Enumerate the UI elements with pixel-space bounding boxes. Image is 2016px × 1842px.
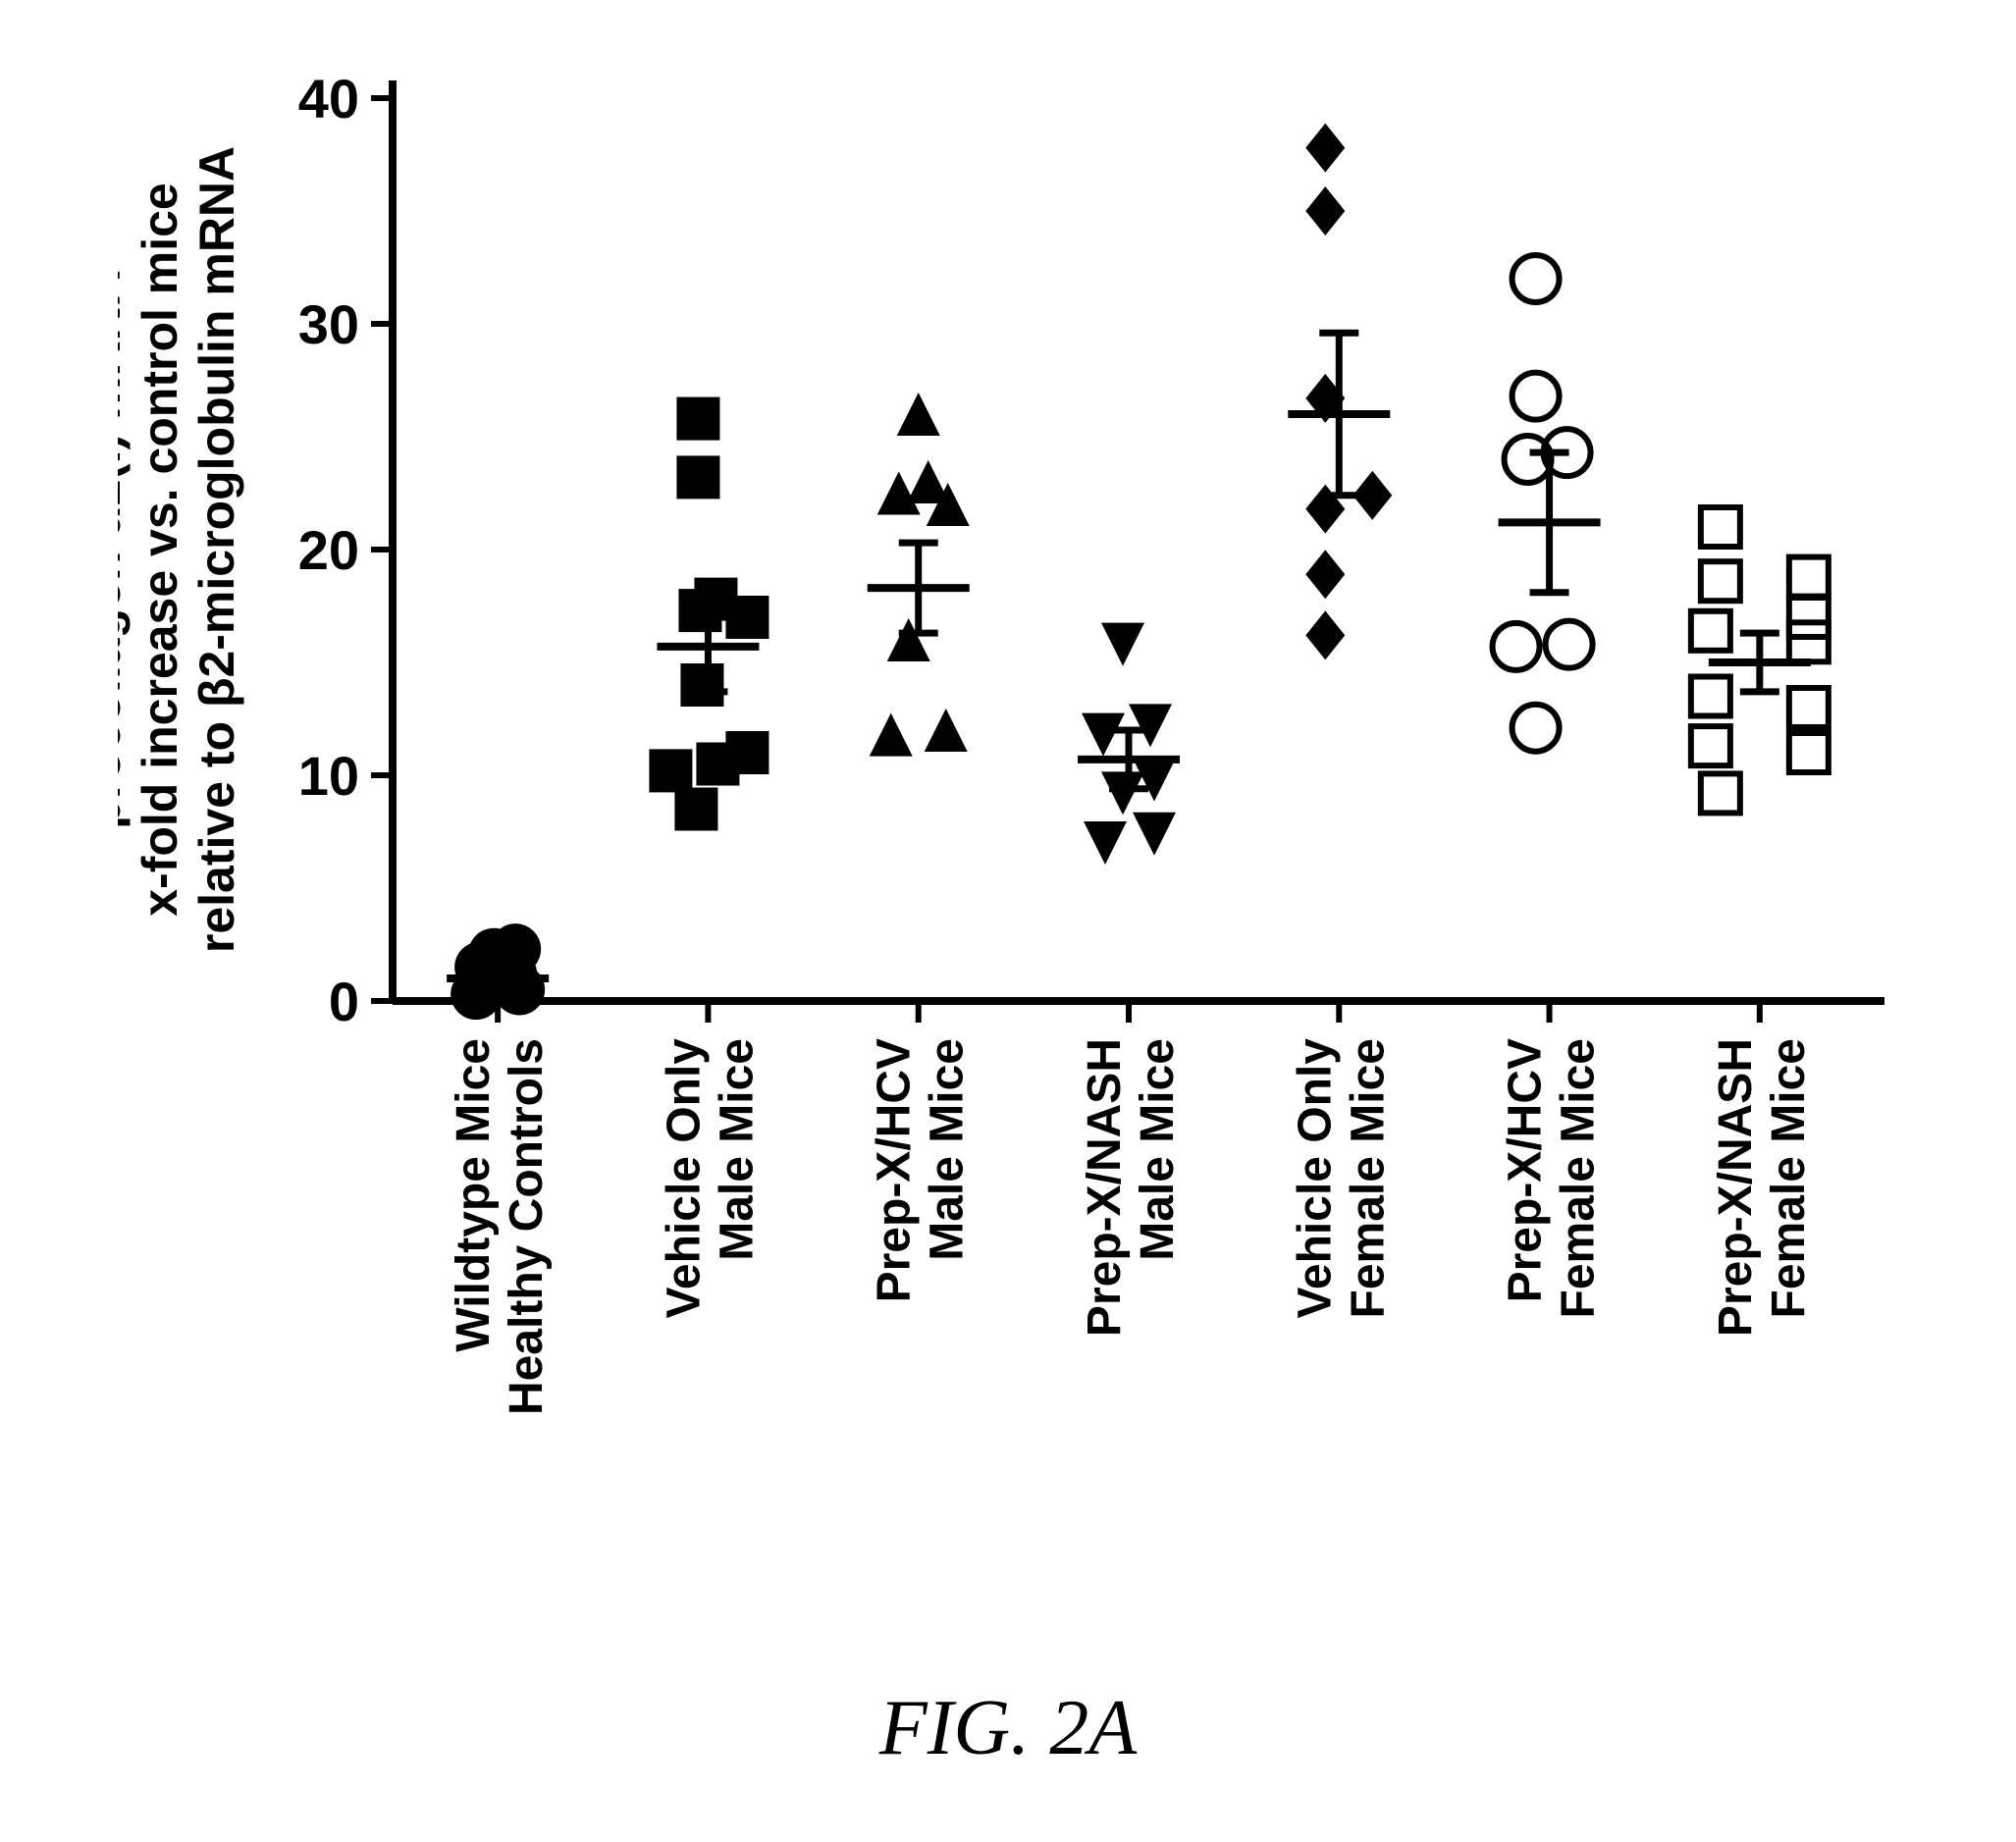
data-point [925, 709, 968, 752]
figure-caption: FIG. 2A [0, 1684, 2016, 1773]
data-point [676, 397, 719, 441]
data-point [1701, 561, 1740, 601]
series-group [1493, 255, 1601, 752]
data-point [1701, 773, 1740, 813]
data-point [725, 731, 769, 774]
series-group [1288, 124, 1392, 660]
data-point [907, 460, 950, 503]
x-tick-label-group: Prep-X/HCVFemale Mice [1500, 1038, 1605, 1318]
x-tick-label: Male Mice [711, 1038, 763, 1261]
data-point [1101, 771, 1144, 815]
series-group [649, 397, 769, 831]
x-tick-label: Male Mice [922, 1038, 974, 1261]
data-point [1789, 733, 1829, 772]
data-point [1305, 186, 1345, 236]
chart-container: 0 10 20 30 40 procollagen α1(I) mRNAx-fold in… [118, 59, 1884, 1531]
y-tick-label: 10 [298, 745, 359, 807]
data-point [1789, 622, 1829, 661]
data-point [694, 578, 737, 621]
y-axis-title-line: procollagen α1(I) mRNA [118, 270, 131, 829]
y-axis-title: procollagen α1(I) mRNAx-fold increase vs… [118, 146, 244, 953]
data-point [1082, 713, 1125, 757]
x-tick-label-group: Prep-X/HCVMale Mice [869, 1038, 974, 1302]
x-tick-label-group: Prep-X/NASHFemale Mice [1710, 1038, 1815, 1337]
y-tick-label: 0 [329, 971, 359, 1032]
x-tick-label: Prep-X/HCV [869, 1038, 921, 1302]
data-point [1789, 557, 1829, 597]
x-tick-label: Healthy Controls [501, 1038, 553, 1415]
data-point [1101, 623, 1144, 666]
data-point [1084, 821, 1127, 865]
data-point [887, 618, 930, 661]
data-point [649, 749, 692, 792]
data-point [1512, 705, 1560, 752]
x-tick-label: Vehicle Only [658, 1038, 710, 1319]
x-tick-label-group: Prep-X/NASHMale Mice [1079, 1038, 1184, 1337]
data-point [676, 455, 719, 499]
y-axis-title-line: x-fold increase vs. control mice [133, 183, 187, 917]
x-tick-label: Female Mice [1553, 1038, 1605, 1318]
series-group [447, 923, 549, 1020]
y-tick-label: 20 [298, 519, 359, 581]
data-point [680, 663, 723, 707]
data-point [897, 393, 940, 436]
y-tick-label: 40 [298, 68, 359, 130]
x-tick-label: Prep-X/NASH [1079, 1038, 1131, 1337]
data-point [1133, 813, 1176, 856]
series-group [1691, 507, 1829, 813]
x-tick-label: Wildtype Mice [448, 1038, 500, 1352]
x-tick-label: Male Mice [1132, 1038, 1184, 1261]
page: 0 10 20 30 40 procollagen α1(I) mRNAx-fold in… [0, 0, 2016, 1842]
x-tick-label-group: Vehicle OnlyFemale Mice [1289, 1038, 1394, 1319]
data-point [1305, 610, 1345, 659]
x-tick-label-group: Wildtype MiceHealthy Controls [448, 1038, 553, 1415]
data-point [1493, 623, 1540, 670]
data-point [1701, 507, 1740, 547]
data-point [1789, 598, 1829, 637]
y-axis-title-line: relative to β2-microglobulin mRNA [189, 146, 244, 953]
data-point [490, 923, 541, 974]
data-point [1305, 550, 1345, 599]
data-point [1691, 611, 1730, 651]
data-point [1129, 704, 1172, 747]
data-point [674, 788, 717, 831]
x-tick-label: Female Mice [1342, 1038, 1394, 1318]
y-tick-label: 30 [298, 293, 359, 355]
data-point [1789, 688, 1829, 727]
data-point [1305, 124, 1345, 173]
series-group [1078, 623, 1180, 865]
x-tick-label: Female Mice [1763, 1038, 1815, 1318]
data-point [1512, 255, 1560, 302]
scatter-chart: 0 10 20 30 40 procollagen α1(I) mRNAx-fold in… [118, 59, 1884, 1531]
data-point [870, 713, 913, 757]
data-point [1512, 373, 1560, 420]
data-point [1353, 471, 1392, 520]
x-tick-label: Vehicle Only [1289, 1038, 1341, 1319]
x-tick-label: Prep-X/NASH [1710, 1038, 1762, 1337]
data-point [1691, 726, 1730, 765]
data-point [1546, 621, 1593, 668]
x-tick-label: Prep-X/HCV [1500, 1038, 1552, 1302]
data-point [1691, 677, 1730, 716]
series-group [868, 393, 970, 757]
x-tick-label-group: Vehicle OnlyMale Mice [658, 1038, 763, 1319]
